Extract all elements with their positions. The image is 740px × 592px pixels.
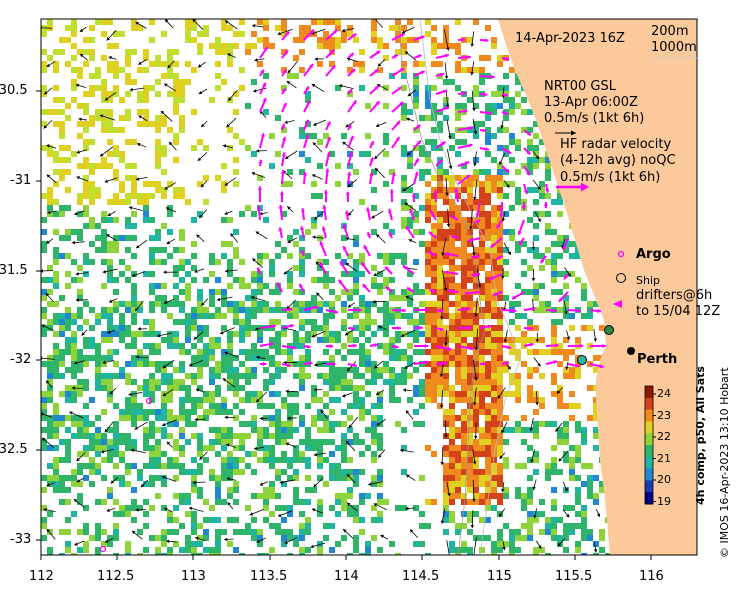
y-tick-label: -32.5 xyxy=(0,442,28,457)
x-tick-label: 113 xyxy=(181,569,206,584)
drifter-marker-2 xyxy=(577,355,587,365)
hf-line1: HF radar velocity xyxy=(560,137,672,152)
axis-ticks xyxy=(36,90,652,560)
isobath-1000m xyxy=(419,19,521,555)
model-time: 13-Apr 06:00Z xyxy=(544,95,638,110)
x-tick-label: 115 xyxy=(487,569,512,584)
colorbar-tick: 22 xyxy=(657,430,671,443)
ship-legend-icon xyxy=(616,273,626,283)
hf-radar-arrows xyxy=(256,28,606,369)
colorbar-tick: 19 xyxy=(657,494,671,508)
city-label: Perth xyxy=(637,352,678,367)
model-scale-arrowhead xyxy=(571,130,576,136)
drifter-marker-1 xyxy=(604,325,614,335)
model-current-arrows xyxy=(41,19,601,555)
drifter-legend-icon xyxy=(613,300,622,308)
y-tick-label: -31 xyxy=(10,173,32,188)
x-tick-label: 113.5 xyxy=(250,569,288,584)
drifters-line2: to 15/04 12Z xyxy=(636,304,721,319)
hf-line2: (4-12h avg) noQC xyxy=(560,153,676,168)
x-tick-label: 114.5 xyxy=(402,569,440,584)
model-name: NRT00 GSL xyxy=(544,79,616,94)
argo-marker-2 xyxy=(99,545,107,553)
y-tick-label: -31.5 xyxy=(0,263,28,278)
colorbar-tick: 23 xyxy=(657,408,671,422)
perth-marker xyxy=(627,347,635,355)
x-tick-label: 114 xyxy=(334,569,359,584)
y-tick-label: -32 xyxy=(10,352,32,367)
argo-label: Argo xyxy=(636,247,671,262)
ship-label: Ship xyxy=(636,274,660,287)
x-tick-label: 112 xyxy=(29,569,54,584)
hf-scale: 0.5m/s (1kt 6h) xyxy=(560,170,661,185)
x-tick-label: 115.5 xyxy=(555,569,593,584)
y-tick-label: -30.5 xyxy=(0,83,28,98)
date-label: 14-Apr-2023 16Z xyxy=(515,31,625,46)
credit-text: © IMOS 16-Apr-2023 13:10 Hobart xyxy=(718,367,731,558)
colorbar-title: 4h comp, p50, All Sats xyxy=(694,366,707,505)
depth-1000-label: 1000m xyxy=(651,40,697,55)
model-scale: 0.5m/s (1kt 6h) xyxy=(544,111,645,126)
depth-200-label: 200m xyxy=(651,24,689,39)
drifters-line1: drifters@6h xyxy=(636,288,713,303)
colorbar-tick: 24 xyxy=(657,387,671,400)
plot-frame xyxy=(40,18,698,556)
colorbar-tick: 20 xyxy=(657,473,671,486)
hf-scale-arrowhead xyxy=(581,182,589,192)
x-tick-label: 116 xyxy=(639,569,664,584)
colorbar-tick: 21 xyxy=(657,451,671,465)
y-tick-label: -33 xyxy=(10,532,32,547)
x-tick-label: 112.5 xyxy=(97,569,135,584)
argo-marker-1 xyxy=(145,397,153,405)
argo-legend-icon xyxy=(617,250,625,258)
colorbar xyxy=(644,385,656,505)
